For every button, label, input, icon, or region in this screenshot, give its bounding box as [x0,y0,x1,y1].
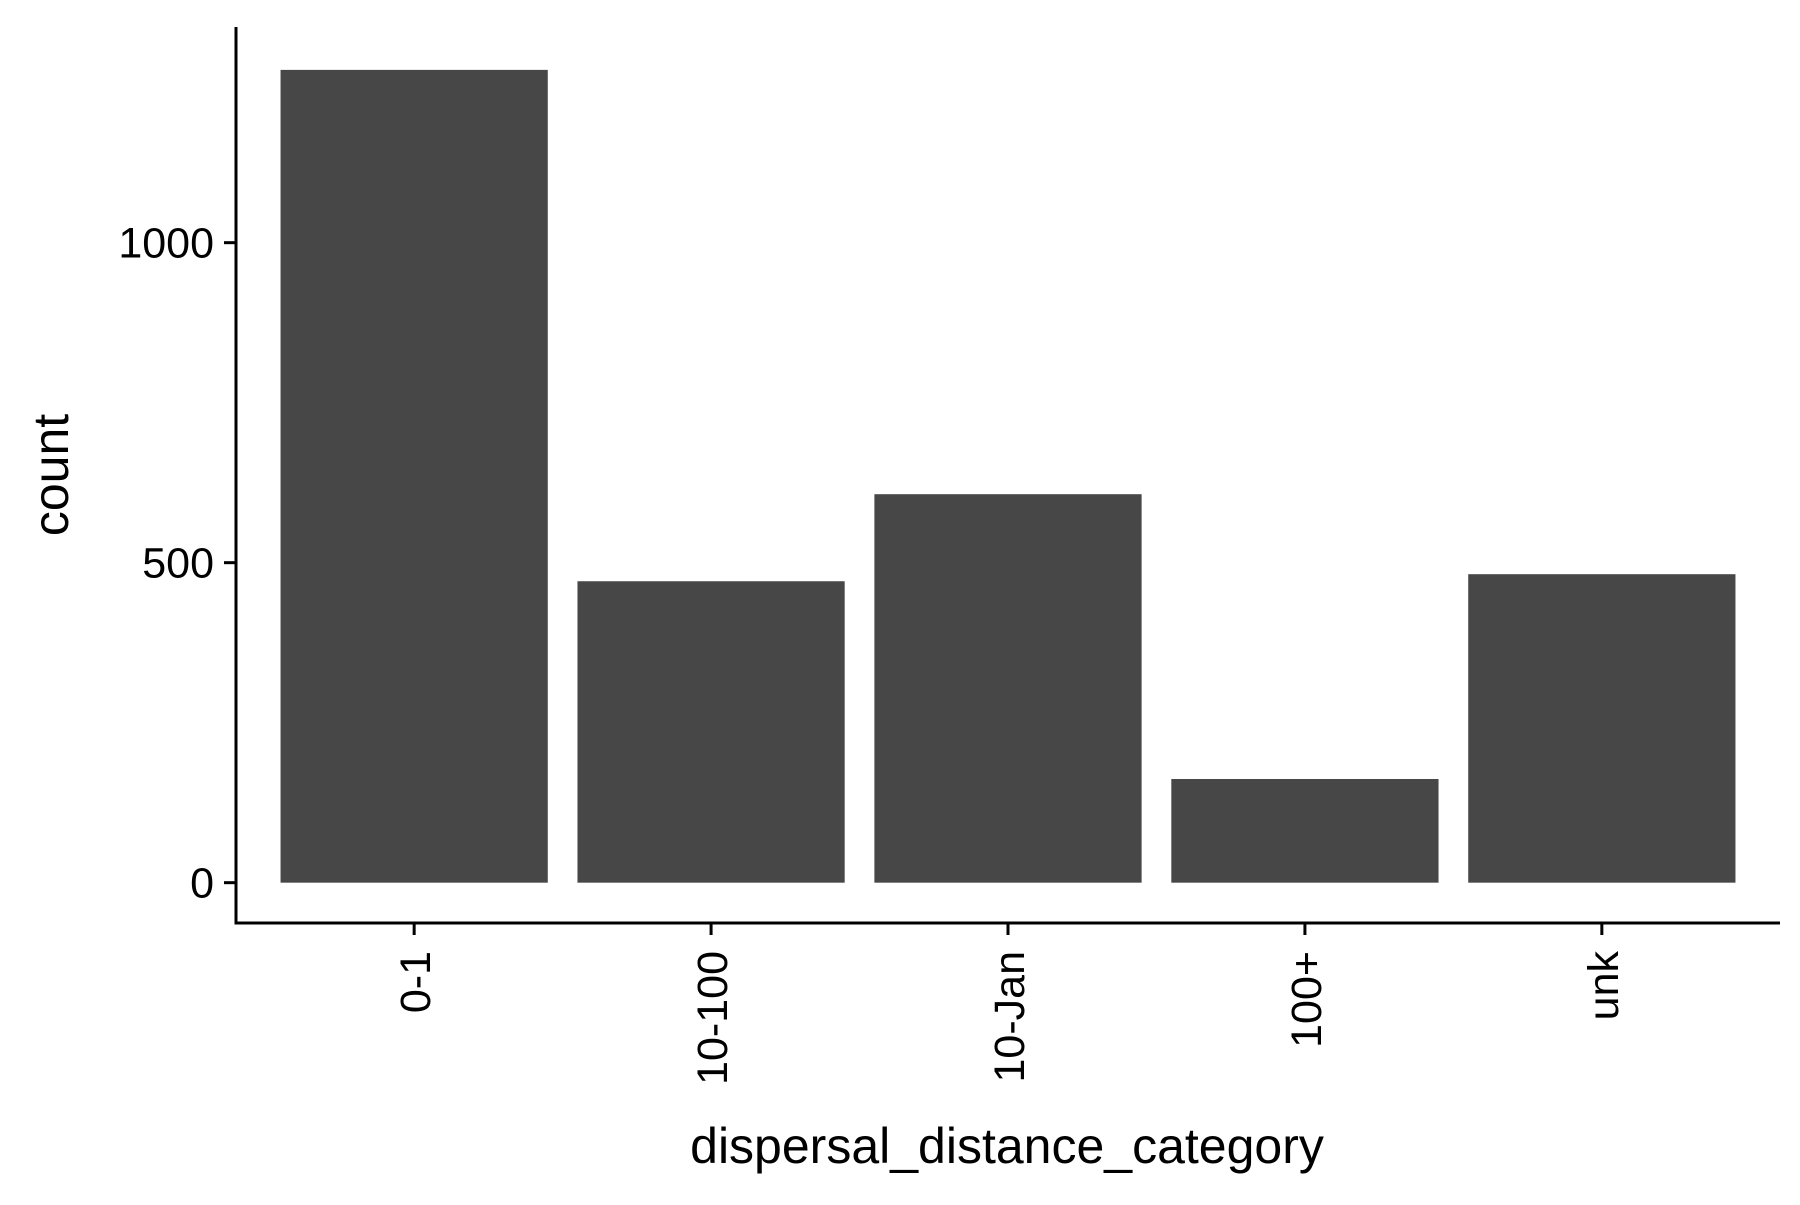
y-tick-label: 500 [142,540,214,588]
bar-100+ [1171,779,1439,883]
bar-unk [1468,574,1736,883]
x-tick-label: 10-100 [689,951,737,1085]
x-tick-label: 100+ [1283,951,1331,1048]
y-tick-label: 1000 [118,220,214,268]
x-tick-label: unk [1580,951,1628,1021]
y-ticks: 0 500 1000 [118,220,236,908]
x-tick-label: 10-Jan [986,951,1034,1082]
bars-layer [280,69,1736,883]
y-tick-label: 0 [190,860,214,908]
bar-10-Jan [874,494,1142,883]
bar-10-100 [577,581,845,883]
y-axis-title: count [23,414,79,536]
bar-0-1 [280,69,548,883]
x-ticks: 0-1 10-100 10-Jan 100+ unk [392,923,1628,1085]
x-tick-label: 0-1 [392,951,440,1013]
x-axis-title: dispersal_distance_category [690,1118,1324,1174]
